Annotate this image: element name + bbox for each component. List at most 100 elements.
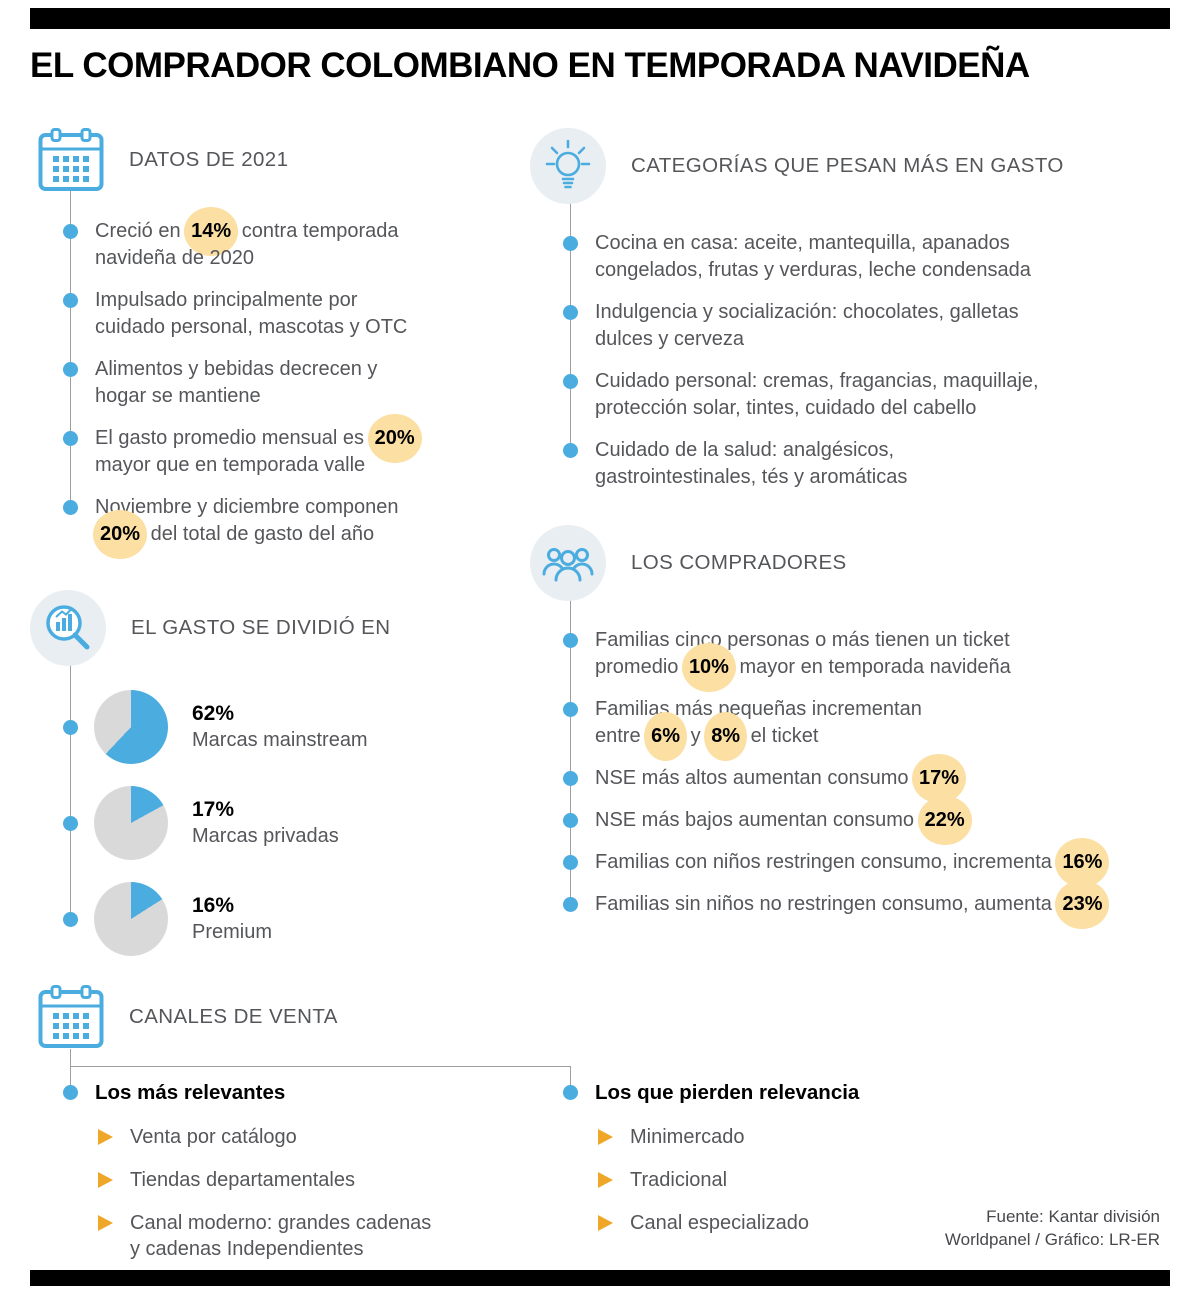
channel-item-text: Tradicional: [630, 1169, 728, 1191]
section-gasto: EL GASTO SE DIVIDIÓ EN 62% Marcas mainstr…: [30, 590, 520, 978]
text-segment: el ticket: [745, 725, 819, 747]
channel-group-title-text: Los más relevantes: [95, 1081, 286, 1104]
list-item: Alimentos y bebidas decrecen y hogar se …: [30, 356, 520, 410]
channel-group-title: Los que pierden relevancia: [530, 1080, 1170, 1106]
text-segment: Familias cinco personas o más tienen un …: [595, 629, 1010, 678]
section-heading: CANALES DE VENTA: [129, 1005, 338, 1028]
channel-item: Venta por catálogo: [30, 1124, 530, 1150]
section-categorias: CATEGORÍAS QUE PESAN MÁS EN GASTO Cocina…: [530, 128, 1175, 506]
section-datos-2021: DATOS DE 2021 Creció en 14% contra tempo…: [30, 128, 520, 563]
magnifier-chart-icon: [30, 590, 106, 666]
channel-item-text: Venta por catálogo: [130, 1126, 297, 1148]
text-segment: Cuidado personal: cremas, fragancias, ma…: [595, 370, 1039, 419]
pie-value: 16%: [192, 894, 235, 917]
arrow-icon: [98, 1129, 113, 1145]
section-heading: EL GASTO SE DIVIDIÓ EN: [131, 616, 391, 639]
list-item-text: Creció en 14% contra temporada navideña …: [95, 207, 399, 269]
connector-line: [70, 1066, 570, 1067]
list-item-text: Cocina en casa: aceite, mantequilla, apa…: [595, 232, 1031, 281]
bullet-dot: [63, 293, 78, 308]
highlight-value: 20%: [93, 510, 148, 559]
list-item-text: Impulsado principalmente por cuidado per…: [95, 289, 407, 338]
highlight-value: 20%: [367, 414, 422, 463]
list-item: El gasto promedio mensual es 20% mayor q…: [30, 414, 520, 479]
pie-label: Premium: [192, 921, 273, 943]
channel-item: Minimercado: [530, 1124, 1170, 1150]
arrow-icon: [598, 1172, 613, 1188]
bullet-dot: [63, 362, 78, 377]
highlight-value: 23%: [1055, 880, 1110, 929]
bullet-dot: [63, 720, 78, 735]
list-item-text: Cuidado personal: cremas, fragancias, ma…: [595, 370, 1039, 419]
text-segment: mayor que en temporada valle: [95, 454, 366, 476]
channel-group-title-text: Los que pierden relevancia: [595, 1081, 860, 1104]
list-item: Indulgencia y socialización: chocolates,…: [530, 299, 1175, 353]
text-segment: NSE más altos aumentan consumo: [595, 767, 915, 789]
bullet-dot: [63, 816, 78, 831]
pie-value: 17%: [192, 798, 235, 821]
section-header: CANALES DE VENTA: [30, 985, 1170, 1049]
section-heading: LOS COMPRADORES: [631, 551, 847, 574]
highlight-value: 6%: [644, 712, 688, 761]
bullet-dot: [63, 912, 78, 927]
text-segment: Alimentos y bebidas decrecen y hogar se …: [95, 358, 378, 407]
section-header: EL GASTO SE DIVIDIÓ EN: [30, 590, 520, 666]
section-header: DATOS DE 2021: [30, 128, 520, 192]
pie-label: Marcas privadas: [192, 825, 339, 847]
list-item-text: Cuidado de la salud: analgésicos, gastro…: [595, 439, 907, 488]
list-item: Noviembre y diciembre componen 20% del t…: [30, 494, 520, 559]
channel-item-text: Canal moderno: grandes cadenas y cadenas…: [130, 1212, 432, 1260]
text-segment: Familias más pequeñas incrementan entre: [595, 698, 922, 747]
pie-label: Marcas mainstream: [192, 729, 368, 751]
arrow-icon: [598, 1215, 613, 1231]
list-item-text: NSE más bajos aumentan consumo 22%: [595, 796, 972, 845]
text-segment: y: [685, 725, 707, 747]
channel-list: Venta por catálogo Tiendas departamentale…: [30, 1124, 530, 1262]
section-header: CATEGORÍAS QUE PESAN MÁS EN GASTO: [530, 128, 1175, 204]
arrow-icon: [598, 1129, 613, 1145]
bullet-dot: [563, 702, 578, 717]
text-segment: Cocina en casa: aceite, mantequilla, apa…: [595, 232, 1031, 281]
text-segment: Indulgencia y socialización: chocolates,…: [595, 301, 1019, 350]
list-item-text: El gasto promedio mensual es 20% mayor q…: [95, 414, 422, 476]
channel-item-text: Canal especializado: [630, 1212, 810, 1234]
text-segment: El gasto promedio mensual es: [95, 427, 370, 449]
pie-chart: [94, 882, 168, 956]
channel-item-text: Minimercado: [630, 1126, 745, 1148]
source-line: Fuente: Kantar división: [986, 1207, 1160, 1226]
text-segment: Impulsado principalmente por cuidado per…: [95, 289, 408, 338]
list-item-text: Alimentos y bebidas decrecen y hogar se …: [95, 358, 377, 407]
source-credit: Fuente: Kantar división Worldpanel / Grá…: [945, 1205, 1160, 1251]
bullet-dot: [563, 633, 578, 648]
channel-item-text: Tiendas departamentales: [130, 1169, 355, 1191]
lightbulb-icon: [530, 128, 606, 204]
list-item-text: Familias cinco personas o más tienen un …: [595, 629, 1011, 692]
text-segment: Cuidado de la salud: analgésicos, gastro…: [595, 439, 908, 488]
text-segment: Familias con niños restringen consumo, i…: [595, 851, 1058, 873]
bullet-dot: [563, 305, 578, 320]
calendar-icon: [38, 128, 104, 191]
list-item: Familias con niños restringen consumo, i…: [530, 838, 1175, 887]
highlight-value: 10%: [681, 643, 736, 692]
pie-chart-list: 62% Marcas mainstream 17% Marcas privadas 16…: [30, 690, 520, 956]
text-segment: Creció en: [95, 220, 187, 242]
highlight-value: 8%: [704, 712, 748, 761]
section-heading: CATEGORÍAS QUE PESAN MÁS EN GASTO: [631, 154, 1064, 177]
list-item: Familias sin niños no restringen consumo…: [530, 880, 1175, 929]
bullet-dot: [63, 224, 78, 239]
bullet-dot: [63, 431, 78, 446]
bullet-dot: [563, 1085, 578, 1100]
top-rule-bar: [30, 8, 1170, 29]
channel-item: Canal moderno: grandes cadenas y cadenas…: [30, 1210, 530, 1262]
pie-row: 16% Premium: [30, 882, 520, 956]
list-item: Cuidado de la salud: analgésicos, gastro…: [530, 437, 1175, 491]
list-item-text: Familias más pequeñas incrementan entre …: [595, 698, 922, 761]
section-heading: DATOS DE 2021: [129, 148, 289, 171]
arrow-icon: [98, 1172, 113, 1188]
channel-item: Canal especializado: [530, 1210, 1170, 1236]
bullet-dot: [563, 236, 578, 251]
text-segment: contra temporada navideña de 2020: [95, 220, 399, 269]
section-canales: CANALES DE VENTA Los más relevantes Vent…: [30, 985, 1170, 1273]
list-item: Impulsado principalmente por cuidado per…: [30, 287, 520, 341]
list-item-text: Familias sin niños no restringen consumo…: [595, 880, 1110, 929]
